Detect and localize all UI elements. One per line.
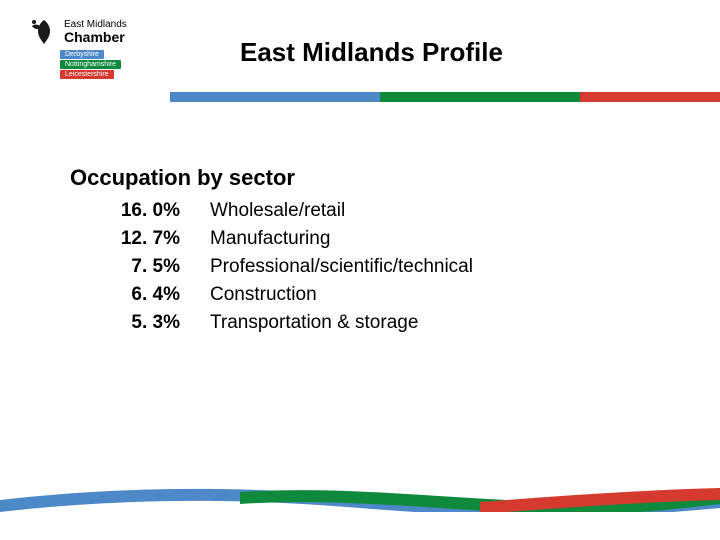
logo-top-row: East Midlands Chamber [30,18,127,46]
table-row: 6. 4% Construction [70,284,473,306]
table-row: 5. 3% Transportation & storage [70,312,473,334]
row-pct: 5. 3% [70,312,210,334]
logo: East Midlands Chamber Derbyshire Notting… [30,18,127,79]
row-pct: 7. 5% [70,256,210,278]
table-row: 12. 7% Manufacturing [70,228,473,250]
slide: East Midlands Chamber Derbyshire Notting… [0,0,720,540]
badge-leicestershire: Leicestershire [60,70,114,79]
row-pct: 16. 0% [70,200,210,222]
row-label: Professional/scientific/technical [210,256,473,278]
table-row: 7. 5% Professional/scientific/technical [70,256,473,278]
badge-nottinghamshire: Nottinghamshire [60,60,121,69]
leaf-icon [30,18,58,46]
row-label: Transportation & storage [210,312,418,334]
row-pct: 12. 7% [70,228,210,250]
row-pct: 6. 4% [70,284,210,306]
ribbon-top [0,92,720,102]
page-title: East Midlands Profile [240,37,503,68]
ribbon-seg-red [580,92,720,102]
badge-derbyshire: Derbyshire [60,50,104,59]
logo-line2: Chamber [64,30,127,44]
logo-badges: Derbyshire Nottinghamshire Leicestershir… [60,50,127,79]
ribbon-seg-green [380,92,580,102]
section-title: Occupation by sector [70,165,295,191]
ribbon-seg-blank [0,92,170,102]
row-label: Manufacturing [210,228,330,250]
logo-text: East Midlands Chamber [64,20,127,44]
ribbon-seg-blue [170,92,380,102]
row-label: Construction [210,284,317,306]
row-label: Wholesale/retail [210,200,345,222]
table-row: 16. 0% Wholesale/retail [70,200,473,222]
ribbon-bottom [0,482,720,512]
occupation-table: 16. 0% Wholesale/retail 12. 7% Manufactu… [70,200,473,340]
